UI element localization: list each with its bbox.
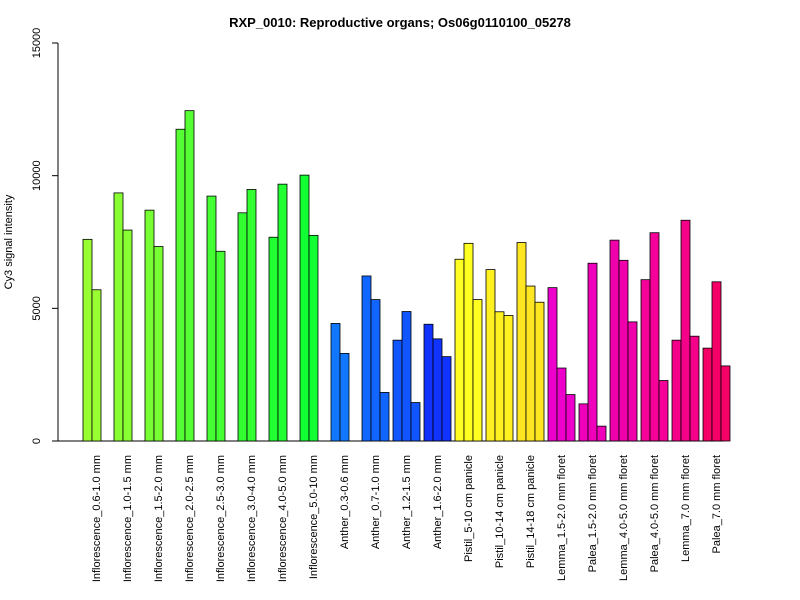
- bars: [82, 110, 731, 442]
- bar: [525, 285, 536, 442]
- bar: [711, 281, 722, 442]
- bar: [82, 238, 93, 442]
- category-label: Inflorescence_1.0-1.5 mm: [122, 455, 134, 582]
- category-label: Lemma_7.0 mm floret: [680, 455, 692, 562]
- y-tick-label: 0: [31, 438, 43, 444]
- bar: [627, 321, 638, 442]
- y-ticks: 0 5000 10000 15000: [31, 28, 58, 444]
- y-tick-label: 15000: [31, 28, 43, 59]
- bar: [671, 339, 682, 442]
- y-axis-label: Cy3 signal intensity: [3, 194, 15, 289]
- bar: [680, 219, 691, 442]
- bar: [689, 335, 700, 442]
- category-label: Palea_1.5-2.0 mm floret: [587, 455, 599, 572]
- bar: [392, 339, 403, 442]
- bar: [268, 236, 279, 442]
- bar: [246, 189, 257, 442]
- bar: [556, 367, 567, 442]
- bar: [277, 183, 288, 442]
- bar: [454, 258, 465, 442]
- bar: [565, 394, 576, 442]
- category-label: Anther_1.2-1.5 mm: [401, 455, 413, 549]
- bar: [339, 353, 350, 442]
- bar: [441, 356, 452, 442]
- bar: [587, 262, 598, 442]
- category-label: Inflorescence_1.5-2.0 mm: [153, 455, 165, 582]
- bar: [175, 128, 186, 442]
- bar: [410, 402, 421, 442]
- bar: [122, 229, 133, 442]
- bar: [423, 323, 434, 442]
- bar: [658, 380, 669, 442]
- category-label: Lemma_1.5-2.0 mm floret: [556, 455, 568, 581]
- bar: [184, 110, 195, 442]
- bar: [596, 425, 607, 442]
- bar: [578, 403, 589, 442]
- bar: [503, 315, 514, 442]
- bar: [144, 209, 155, 442]
- bar: [215, 250, 226, 442]
- category-label: Lemma_4.0-5.0 mm floret: [618, 455, 630, 581]
- category-label: Anther_1.6-2.0 mm: [432, 455, 444, 549]
- bar: [379, 392, 390, 442]
- bar: [308, 234, 319, 442]
- bar: [361, 275, 372, 442]
- bar: [720, 365, 731, 442]
- bar: [370, 299, 381, 442]
- bar: [206, 195, 217, 442]
- bar: [534, 301, 545, 442]
- bar: [463, 242, 474, 442]
- bar: [91, 289, 102, 442]
- y-tick-label: 10000: [31, 160, 43, 191]
- category-label: Palea_4.0-5.0 mm floret: [649, 455, 661, 572]
- bar: [485, 269, 496, 442]
- chart-title: RXP_0010: Reproductive organs; Os06g0110…: [229, 15, 571, 30]
- category-label: Pistil_5-10 cm panicle: [463, 455, 475, 562]
- bar: [113, 192, 124, 442]
- bar: [516, 242, 527, 442]
- bar: [618, 259, 629, 442]
- bar: [649, 232, 660, 442]
- category-label: Inflorescence_5.0-10 mm: [308, 455, 320, 579]
- category-label: Inflorescence_3.0-4.0 mm: [246, 455, 258, 582]
- category-label: Pistil_10-14 cm panicle: [494, 455, 506, 568]
- category-label: Anther_0.7-1.0 mm: [370, 455, 382, 549]
- bar: [153, 246, 164, 442]
- bar: [237, 212, 248, 442]
- category-labels: Inflorescence_0.6-1.0 mm Inflorescence_1.…: [91, 455, 723, 582]
- category-label: Pistil_14-18 cm panicle: [525, 455, 537, 568]
- category-label: Palea_7.0 mm floret: [711, 455, 723, 553]
- bar: [432, 338, 443, 442]
- bar: [547, 287, 558, 442]
- y-tick-label: 5000: [31, 296, 43, 320]
- bar: [494, 311, 505, 442]
- category-label: Inflorescence_0.6-1.0 mm: [91, 455, 103, 582]
- bar: [609, 239, 620, 442]
- bar: [330, 323, 341, 442]
- category-label: Inflorescence_2.0-2.5 mm: [184, 455, 196, 582]
- category-label: Inflorescence_2.5-3.0 mm: [215, 455, 227, 582]
- bar: [401, 311, 412, 442]
- category-label: Inflorescence_4.0-5.0 mm: [277, 455, 289, 582]
- bar: [702, 347, 713, 442]
- bar: [640, 279, 651, 442]
- bar: [472, 299, 483, 442]
- category-label: Anther_0.3-0.6 mm: [339, 455, 351, 549]
- bar: [299, 174, 310, 442]
